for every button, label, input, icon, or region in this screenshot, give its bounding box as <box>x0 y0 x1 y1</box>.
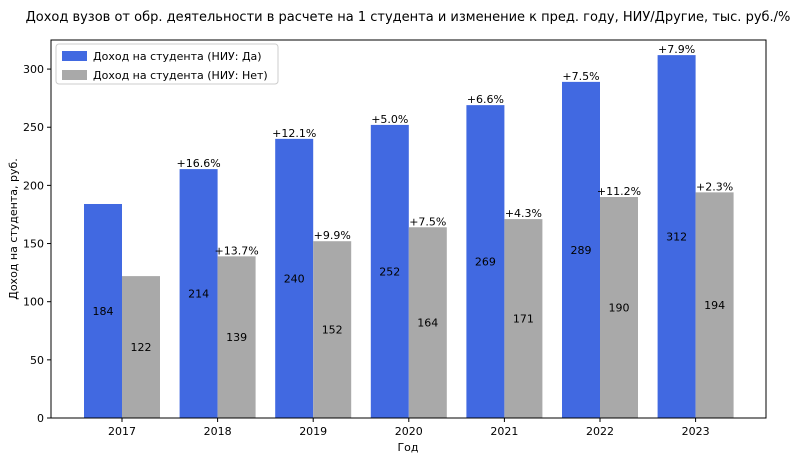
change-label-s2-2023: +2.3% <box>696 180 733 193</box>
y-tick-label-200: 200 <box>23 179 44 192</box>
change-label-s1-2022: +7.5% <box>562 70 599 83</box>
value-label-s2-2020: 164 <box>417 317 438 330</box>
x-tick-label-2017: 2017 <box>108 425 136 438</box>
legend-swatch-s2 <box>62 70 87 80</box>
change-label-s2-2020: +7.5% <box>409 215 446 228</box>
change-label-s1-2021: +6.6% <box>467 93 504 106</box>
bar-s2-2022 <box>600 197 638 418</box>
x-tick-label-2021: 2021 <box>490 425 518 438</box>
value-label-s2-2023: 194 <box>704 299 725 312</box>
legend-label-s1: Доход на студента (НИУ: Да) <box>93 50 262 63</box>
x-tick-label-2020: 2020 <box>395 425 423 438</box>
y-tick-label-300: 300 <box>23 63 44 76</box>
value-label-s2-2018: 139 <box>226 331 247 344</box>
legend-box <box>55 43 279 85</box>
plot-frame <box>50 39 767 419</box>
y-tick-label-50: 50 <box>30 354 44 367</box>
change-label-s2-2021: +4.3% <box>505 207 542 220</box>
y-tick-label-150: 150 <box>23 238 44 251</box>
legend: Доход на студента (НИУ: Да) Доход на студ… <box>55 43 279 85</box>
change-label-s2-2022: +11.2% <box>597 185 641 198</box>
x-tick-label-2019: 2019 <box>299 425 327 438</box>
value-label-s1-2019: 240 <box>284 272 305 285</box>
bar-s1-2018 <box>179 169 218 418</box>
legend-label-s2: Доход на студента (НИУ: Нет) <box>93 69 268 82</box>
bar-s2-2018 <box>217 256 256 418</box>
legend-swatch-s1 <box>62 51 87 61</box>
value-label-s1-2018: 214 <box>188 288 209 301</box>
bar-s1-2019 <box>275 138 314 418</box>
value-label-s2-2022: 190 <box>609 302 630 315</box>
bar-s1-2021 <box>466 105 505 418</box>
x-tick-label-2018: 2018 <box>204 425 232 438</box>
change-label-s1-2019: +12.1% <box>272 127 316 140</box>
value-label-s2-2017: 122 <box>131 341 152 354</box>
y-tick-label-100: 100 <box>23 296 44 309</box>
x-axis-label: Год <box>397 441 418 454</box>
value-label-s1-2017: 184 <box>93 305 114 318</box>
value-label-s1-2021: 269 <box>475 256 496 269</box>
x-tick-label-2022: 2022 <box>586 425 614 438</box>
value-label-s2-2019: 152 <box>322 324 343 337</box>
change-label-s1-2023: +7.9% <box>658 43 695 56</box>
bar-s2-2021 <box>504 219 543 418</box>
change-label-s1-2020: +5.0% <box>371 113 408 126</box>
bars-layer <box>84 55 734 419</box>
x-tick-label-2023: 2023 <box>682 425 710 438</box>
bar-s2-2023 <box>695 192 734 418</box>
change-label-s1-2018: +16.6% <box>177 157 221 170</box>
labels-layer: 184 122 214 +16.6% 139 +13.7% 240 +12.1% 152 +9.9… <box>93 43 734 354</box>
bar-s2-2019 <box>313 241 352 418</box>
value-label-s1-2023: 312 <box>666 231 687 244</box>
y-tick-label-250: 250 <box>23 121 44 134</box>
bar-s1-2020 <box>370 124 409 419</box>
y-axis-label: Доход на студента, руб. <box>7 158 20 300</box>
change-label-s2-2019: +9.9% <box>314 229 351 242</box>
bar-s2-2017 <box>122 276 160 418</box>
bar-s1-2017 <box>84 203 122 418</box>
change-label-s2-2018: +13.7% <box>215 244 259 257</box>
value-label-s1-2020: 252 <box>379 265 400 278</box>
bar-s1-2022 <box>562 81 600 419</box>
value-label-s1-2022: 289 <box>571 244 592 257</box>
y-axis: 0 50 100 150 200 250 300 <box>23 63 51 425</box>
chart-title: Доход вузов от обр. деятельности в расче… <box>26 10 791 25</box>
bar-s2-2020 <box>408 227 447 418</box>
bar-s1-2023 <box>657 55 696 419</box>
value-label-s2-2021: 171 <box>513 313 534 326</box>
x-axis: 2017 2018 2019 2020 2021 2022 2023 <box>108 418 710 438</box>
y-tick-label-0: 0 <box>37 412 44 425</box>
